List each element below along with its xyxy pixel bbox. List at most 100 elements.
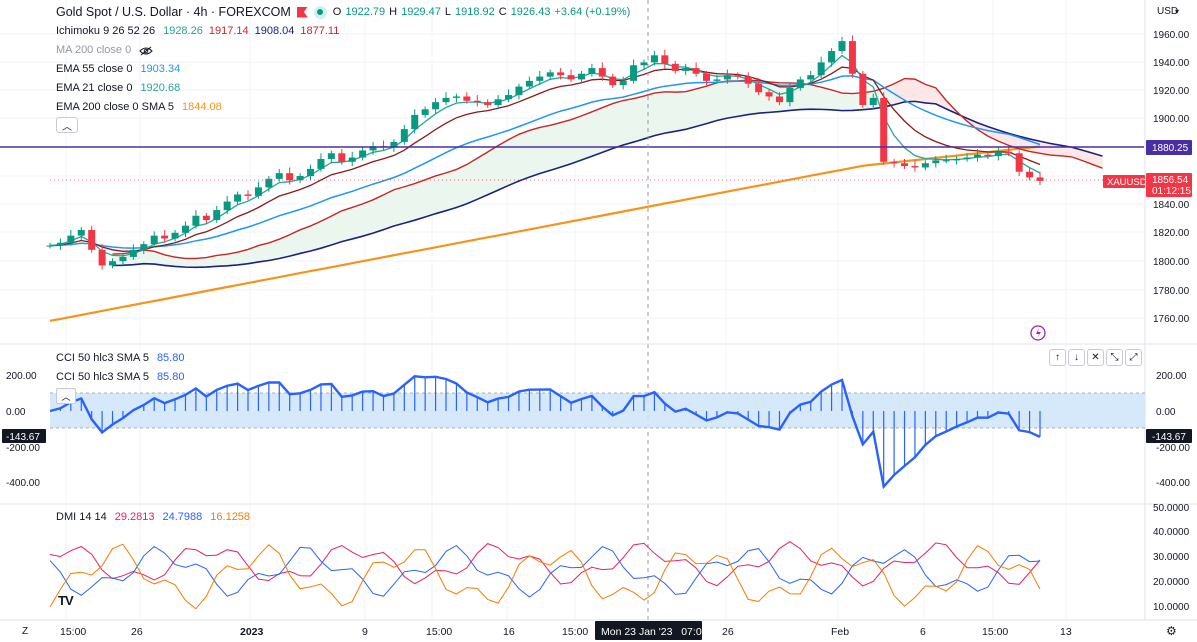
candle-body — [817, 62, 825, 76]
settings-gear-icon[interactable]: ⚙ — [1166, 624, 1177, 638]
candle-body — [150, 235, 158, 245]
cci-collapse-button[interactable]: ︿ — [56, 388, 76, 404]
cci-label-2: CCI 50 hlc3 SMA 5 — [56, 371, 149, 383]
ema55-line — [49, 75, 1041, 249]
price-tick-label: 1760.00 — [1153, 314, 1190, 325]
symbol-title[interactable]: Gold Spot / U.S. Dollar · 4h · FOREXCOM — [56, 5, 291, 19]
candle-body — [640, 62, 648, 66]
candle-body — [369, 146, 377, 151]
collapse-legend-button[interactable]: ︿ — [56, 117, 78, 133]
ema21-label: EMA 21 close 0 — [56, 82, 133, 94]
time-axis-labels: 15:00 26 2023 9 15:00 16 15:00 26 Feb 6 15:00 13 — [60, 626, 1072, 638]
ohlc-high-value: 1929.47 — [401, 6, 441, 18]
price-tick-label: 1800.00 — [1153, 257, 1190, 268]
dmi-legend-row[interactable]: DMI 14 14 29.2813 24.7988 16.1258 — [56, 508, 250, 527]
tradingview-logo[interactable]: TV — [58, 593, 74, 608]
move-pane-up-button[interactable]: ↑ — [1049, 349, 1066, 366]
last-price-label: 1856.54 — [1152, 175, 1189, 186]
ohlc-low-key: L — [444, 6, 451, 18]
ichimoku-label: Ichimoku 9 26 52 26 — [56, 25, 156, 37]
candle-body — [181, 225, 189, 233]
candle-body — [473, 100, 481, 103]
cci-legend-row-1[interactable]: CCI 50 hlc3 SMA 5 85.80 — [56, 349, 184, 368]
legend-ema21[interactable]: EMA 21 close 0 1920.68 — [56, 79, 339, 98]
ohlc-high-key: H — [389, 6, 398, 18]
candle-body — [254, 187, 262, 196]
candle-body — [505, 95, 513, 100]
candle-body — [77, 229, 85, 236]
close-pane-button[interactable]: ✕ — [1087, 349, 1104, 366]
legend-ma200[interactable]: MA 200 close 0 — [56, 41, 339, 60]
cci-current-badge-right — [1146, 429, 1192, 443]
alert-lightning-icon-bolt — [1036, 328, 1041, 338]
maximize-pane-button[interactable]: ⤢ — [1125, 349, 1142, 366]
cci-tick-right: 0.00 — [1156, 407, 1176, 418]
candle-body — [911, 166, 919, 168]
arrow-up-icon: ↑ — [1055, 352, 1060, 363]
candle-body — [942, 160, 950, 162]
candle-body — [557, 72, 565, 76]
crosshair-time-badge — [595, 621, 702, 640]
ohlc-change-value: +3.64 (+0.19%) — [554, 6, 631, 18]
collapse-pane-button[interactable]: ⤡ — [1106, 349, 1123, 366]
candle-body — [275, 173, 283, 179]
move-pane-down-button[interactable]: ↓ — [1068, 349, 1085, 366]
price-tick-label: 1840.00 — [1153, 200, 1190, 211]
crosshair-time-label: Mon 23 Jan '23 07:00 — [601, 626, 708, 638]
symbol-label: XAUUSD — [1107, 177, 1147, 188]
candle-body — [765, 92, 773, 97]
candle-body — [1015, 153, 1023, 172]
indicator-legend: Ichimoku 9 26 52 26 1928.26 1917.14 1908… — [56, 22, 339, 117]
candles — [46, 35, 1044, 270]
candle-body — [588, 68, 596, 74]
dmi-minus-value: 24.7988 — [162, 511, 203, 523]
price-tick-label: 1960.00 — [1153, 30, 1190, 41]
legend-ema55[interactable]: EMA 55 close 0 1903.34 — [56, 60, 339, 79]
candle-body — [901, 163, 909, 167]
candle-body — [713, 79, 721, 81]
candle-body — [692, 68, 700, 74]
time-label: 13 — [1060, 626, 1072, 638]
price-axis-currency[interactable]: USD — [1157, 6, 1178, 17]
time-label: 2023 — [240, 626, 264, 638]
alert-lightning-icon[interactable] — [1030, 325, 1046, 341]
candle-body — [442, 97, 450, 103]
ichimoku-value-1: 1928.26 — [163, 25, 203, 37]
candle-body — [682, 68, 690, 71]
candle-body — [890, 161, 898, 164]
time-label: 16 — [503, 626, 515, 638]
dmi-adx-value: 16.1258 — [210, 511, 251, 523]
price-axis-currency-caret[interactable]: ▾ — [1175, 7, 1179, 16]
cci-legend-row-2[interactable]: CCI 50 hlc3 SMA 5 85.80 — [56, 368, 184, 387]
ichimoku-value-3: 1908.04 — [254, 25, 295, 37]
candle-body — [953, 158, 961, 161]
ohlc-open-value: 1922.79 — [345, 6, 386, 18]
ema55-label: EMA 55 close 0 — [56, 63, 133, 75]
ichimoku-kijun-line — [49, 66, 1041, 252]
hidden-eye-icon[interactable] — [139, 46, 153, 56]
ichimoku-cloud-bullish — [112, 80, 895, 268]
candle-body — [963, 157, 971, 159]
close-icon: ✕ — [1091, 352, 1100, 363]
candle-body — [119, 256, 127, 262]
candle-body — [88, 229, 96, 250]
cci-tick-right: -400.00 — [1156, 478, 1190, 489]
legend-ichimoku[interactable]: Ichimoku 9 26 52 26 1928.26 1917.14 1908… — [56, 22, 339, 41]
candle-body — [327, 153, 335, 159]
candle-body — [348, 157, 356, 162]
zoom-z-button[interactable]: Z — [22, 626, 28, 637]
candle-body — [546, 72, 554, 77]
legend-ema200[interactable]: EMA 200 close 0 SMA 5 1844.08 — [56, 98, 339, 117]
ma200-label: MA 200 close 0 — [56, 44, 132, 56]
cci-current-badge-left — [2, 429, 46, 443]
cci-line — [49, 375, 1041, 490]
market-open-icon — [313, 5, 327, 19]
candle-body — [213, 210, 221, 221]
flag-icon[interactable] — [296, 6, 308, 18]
candle-body — [494, 99, 502, 105]
candle-body — [630, 65, 638, 81]
time-label: 15:00 — [562, 626, 588, 638]
candle-body — [307, 168, 315, 176]
time-label: 26 — [131, 626, 143, 638]
